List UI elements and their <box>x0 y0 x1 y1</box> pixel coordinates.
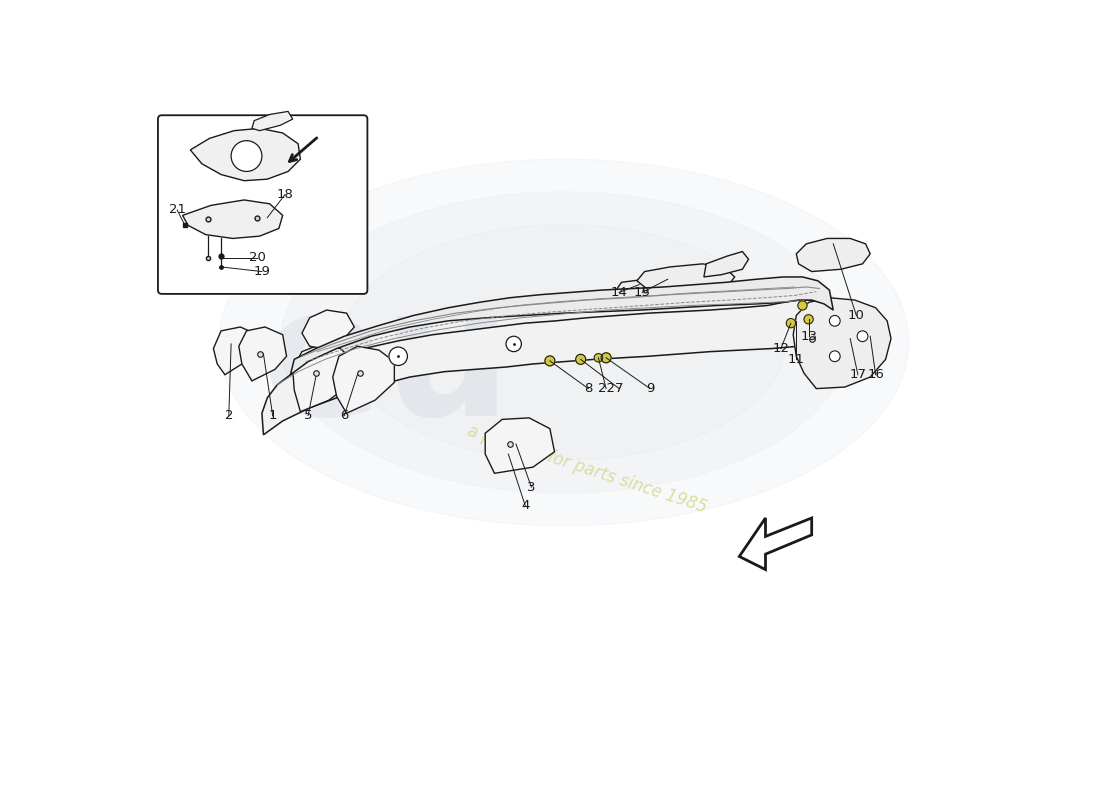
Text: 20: 20 <box>249 251 266 264</box>
Text: 1: 1 <box>268 409 277 422</box>
Text: 17: 17 <box>849 368 867 382</box>
Circle shape <box>389 347 407 366</box>
Circle shape <box>594 354 603 362</box>
Polygon shape <box>342 225 785 460</box>
FancyBboxPatch shape <box>158 115 367 294</box>
Polygon shape <box>301 310 354 349</box>
Polygon shape <box>704 251 749 277</box>
Polygon shape <box>616 277 706 306</box>
Circle shape <box>829 315 840 326</box>
Text: 10: 10 <box>848 309 865 322</box>
Polygon shape <box>290 277 834 374</box>
Text: 14: 14 <box>610 286 628 299</box>
Text: 15: 15 <box>634 286 651 299</box>
Text: 9: 9 <box>646 382 654 395</box>
Polygon shape <box>183 200 283 238</box>
Circle shape <box>786 318 795 328</box>
Polygon shape <box>796 238 870 271</box>
Circle shape <box>544 356 554 366</box>
Polygon shape <box>485 418 554 474</box>
Text: 3: 3 <box>527 481 536 494</box>
Text: 22: 22 <box>597 382 615 395</box>
Text: 13: 13 <box>800 330 817 342</box>
Polygon shape <box>293 344 354 412</box>
Circle shape <box>575 354 585 364</box>
Polygon shape <box>262 300 839 435</box>
Circle shape <box>857 331 868 342</box>
Polygon shape <box>332 346 395 414</box>
Polygon shape <box>190 128 300 181</box>
Polygon shape <box>739 518 812 570</box>
Text: eu: eu <box>261 278 513 454</box>
Text: 8: 8 <box>584 382 593 395</box>
Polygon shape <box>637 264 735 292</box>
Polygon shape <box>280 192 847 493</box>
Circle shape <box>506 336 521 352</box>
Text: 11: 11 <box>788 353 805 366</box>
Text: 19: 19 <box>253 265 271 278</box>
Circle shape <box>829 351 840 362</box>
Text: 2: 2 <box>224 409 233 422</box>
Text: 16: 16 <box>867 368 884 382</box>
Polygon shape <box>793 298 891 389</box>
Circle shape <box>804 314 813 324</box>
Text: 6: 6 <box>340 409 349 422</box>
Text: 4: 4 <box>521 499 529 512</box>
Polygon shape <box>239 327 286 381</box>
Text: a passion for parts since 1985: a passion for parts since 1985 <box>464 422 710 517</box>
Circle shape <box>601 353 612 363</box>
Polygon shape <box>219 159 909 526</box>
Circle shape <box>231 141 262 171</box>
Text: 7: 7 <box>615 382 624 395</box>
Polygon shape <box>213 327 255 374</box>
Circle shape <box>798 301 807 310</box>
Text: 18: 18 <box>276 188 294 201</box>
Text: 21: 21 <box>168 203 186 217</box>
Polygon shape <box>252 111 293 130</box>
Text: 5: 5 <box>304 409 312 422</box>
Text: 12: 12 <box>772 342 790 355</box>
